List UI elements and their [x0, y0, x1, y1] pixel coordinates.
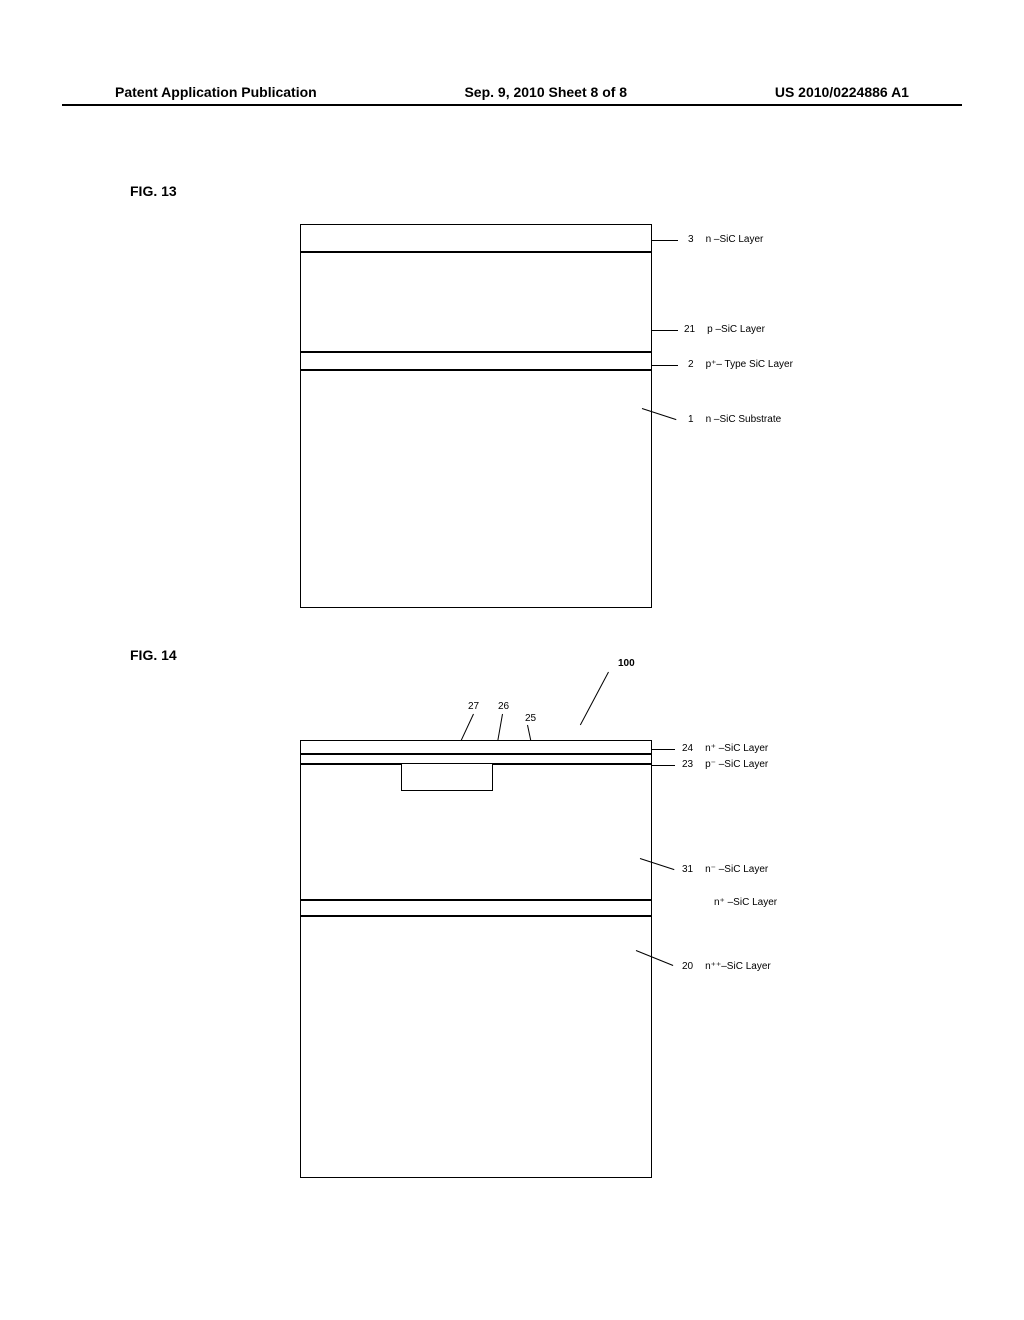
annot-text: n –SiC Layer [706, 234, 764, 245]
fig14-ref-100: 100 [618, 658, 635, 669]
fig14-diagram [300, 740, 652, 1178]
page-header: Patent Application Publication Sep. 9, 2… [0, 84, 1024, 100]
annot-num: 23 [682, 759, 693, 770]
fig13-line-2 [301, 351, 651, 353]
annot-text: n⁺ –SiC Layer [705, 743, 768, 754]
fig14-ref-27: 27 [468, 701, 479, 712]
header-center: Sep. 9, 2010 Sheet 8 of 8 [464, 84, 627, 100]
fig14-ref-100-line [580, 672, 609, 725]
fig14-annot-1: 24 n⁺ –SiC Layer [682, 743, 768, 754]
fig14-line-m2 [301, 915, 651, 917]
annot-num: 21 [684, 324, 695, 335]
header-separator [62, 104, 962, 106]
fig13-line-3 [301, 369, 651, 371]
fig14-line-t1 [301, 753, 651, 755]
fig13-leader-1 [652, 240, 678, 241]
fig13-annot-2: 21 p –SiC Layer [684, 324, 765, 335]
annot-text: n⁻ –SiC Layer [705, 864, 768, 875]
annot-num: 2 [688, 359, 694, 370]
fig13-label: FIG. 13 [130, 183, 177, 199]
fig13-annot-1: 3 n –SiC Layer [688, 234, 763, 245]
annot-num: 31 [682, 864, 693, 875]
annot-text: n⁺ –SiC Layer [714, 897, 777, 908]
annot-num: 3 [688, 234, 694, 245]
header-right: US 2010/0224886 A1 [775, 84, 909, 100]
header-left: Patent Application Publication [115, 84, 317, 100]
annot-num: 1 [688, 414, 694, 425]
annot-num: 24 [682, 743, 693, 754]
fig14-leader-1 [652, 749, 675, 750]
fig14-annot-4: n⁺ –SiC Layer [714, 897, 777, 908]
fig13-leader-3 [652, 365, 678, 366]
fig13-annot-4: 1 n –SiC Substrate [688, 414, 781, 425]
fig14-annot-5: 20 n⁺⁺–SiC Layer [682, 961, 771, 972]
annot-text: n⁺⁺–SiC Layer [705, 961, 771, 972]
fig13-diagram [300, 224, 652, 608]
fig13-line-1 [301, 251, 651, 253]
fig14-annot-3: 31 n⁻ –SiC Layer [682, 864, 768, 875]
annot-text: p –SiC Layer [707, 324, 765, 335]
fig14-label: FIG. 14 [130, 647, 177, 663]
annot-text: n –SiC Substrate [706, 414, 782, 425]
annot-text: p⁻ –SiC Layer [705, 759, 768, 770]
annot-num: 20 [682, 961, 693, 972]
fig14-ref-25: 25 [525, 713, 536, 724]
fig13-annot-3: 2 p⁺– Type SiC Layer [688, 359, 793, 370]
annot-text: p⁺– Type SiC Layer [706, 359, 793, 370]
fig14-leader-2 [652, 765, 675, 766]
fig14-inner-box [401, 763, 493, 791]
fig13-leader-2 [652, 330, 678, 331]
fig14-annot-2: 23 p⁻ –SiC Layer [682, 759, 768, 770]
fig14-line-m1 [301, 899, 651, 901]
fig14-ref-26: 26 [498, 701, 509, 712]
